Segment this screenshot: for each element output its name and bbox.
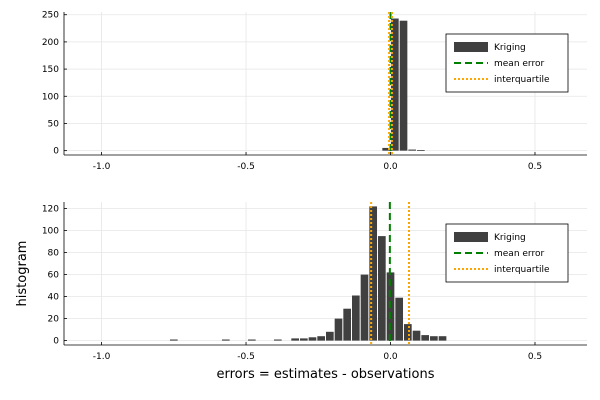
histogram-bar xyxy=(343,308,352,341)
legend-entry: interquartile xyxy=(454,265,550,275)
x-tick-label: 0.0 xyxy=(383,162,398,172)
y-tick-label: 80 xyxy=(48,249,60,259)
x-tick-label: 0.5 xyxy=(528,352,542,362)
x-tick-label: -1.0 xyxy=(93,162,111,172)
x-tick-label: -0.5 xyxy=(237,162,255,172)
histogram-bar xyxy=(352,295,360,341)
x-axis-label: errors = estimates - observations xyxy=(217,367,435,382)
histogram-bar xyxy=(391,18,399,151)
histogram-bar xyxy=(399,20,408,151)
legend-swatch-bar xyxy=(454,42,488,52)
x-tick-label: 0.5 xyxy=(528,162,542,172)
histogram-bar xyxy=(247,339,256,341)
y-tick-label: 0 xyxy=(53,337,59,347)
y-tick-label: 100 xyxy=(42,92,59,102)
histogram-bar xyxy=(291,338,299,341)
histogram-bar xyxy=(221,339,230,341)
legend: Kriging mean error interquartile xyxy=(445,223,569,283)
histogram-bar xyxy=(326,331,334,341)
y-tick-label: 60 xyxy=(48,271,60,281)
y-tick-label: 50 xyxy=(48,119,60,129)
x-tick-label: -1.0 xyxy=(93,352,111,362)
histogram-bar xyxy=(417,150,425,151)
legend-entry: interquartile xyxy=(454,75,550,85)
legend-label: Kriging xyxy=(494,233,526,243)
y-tick-label: 250 xyxy=(42,11,59,21)
legend-label: interquartile xyxy=(494,265,550,275)
legend-entry: mean error xyxy=(454,59,544,69)
x-tick-label: 0.0 xyxy=(383,352,398,362)
legend-label: mean error xyxy=(494,59,544,69)
panel-2: -1.0 -0.5 0.0 0.5 0 20 40 60 80 100 120 errors = es… xyxy=(15,202,587,382)
x-tick-labels: -1.0 -0.5 0.0 0.5 xyxy=(93,152,542,172)
histogram-bar xyxy=(369,206,378,341)
histogram-bar xyxy=(408,149,417,151)
histogram-bar xyxy=(317,336,325,341)
histogram-bar xyxy=(404,324,412,341)
y-tick-label: 150 xyxy=(42,65,59,75)
y-tick-label: 100 xyxy=(42,227,59,237)
y-tick-label: 200 xyxy=(42,38,59,48)
legend-entry: mean error xyxy=(454,249,544,259)
y-tick-label: 40 xyxy=(48,293,60,303)
legend-swatch-bar xyxy=(454,232,488,242)
histogram-bar xyxy=(360,274,369,341)
histogram-bar xyxy=(421,335,430,341)
histogram-bar xyxy=(308,337,317,341)
y-tick-labels: 0 50 100 150 200 250 xyxy=(42,11,67,157)
y-tick-labels: 0 20 40 60 80 100 120 xyxy=(42,205,67,347)
histogram-bar xyxy=(382,147,391,151)
y-tick-label: 120 xyxy=(42,205,59,215)
panel-1: -1.0 -0.5 0.0 0.5 0 50 100 150 200 250 Kriging mean… xyxy=(42,11,587,172)
legend-label: interquartile xyxy=(494,75,550,85)
legend-label: Kriging xyxy=(494,43,526,53)
bars xyxy=(169,206,447,341)
y-tick-label: 0 xyxy=(53,147,59,157)
y-axis-label: histogram xyxy=(15,241,30,307)
bars xyxy=(382,18,425,151)
histogram-bar xyxy=(395,297,404,341)
legend: Kriging mean error interquartile xyxy=(445,33,569,93)
histogram-bar xyxy=(378,236,386,341)
legend-entry: Kriging xyxy=(454,232,526,243)
histogram-bar xyxy=(169,339,178,341)
histogram-bar xyxy=(334,318,343,341)
legend-label: mean error xyxy=(494,249,544,259)
histogram-bar xyxy=(438,336,447,341)
histogram-bar xyxy=(430,336,438,341)
histogram-bar xyxy=(299,338,308,341)
histogram-bar xyxy=(412,330,421,341)
legend-entry: Kriging xyxy=(454,42,526,53)
x-tick-labels: -1.0 -0.5 0.0 0.5 xyxy=(93,342,542,362)
histogram-bar xyxy=(273,339,282,341)
x-tick-label: -0.5 xyxy=(237,352,255,362)
y-tick-label: 20 xyxy=(48,315,60,325)
